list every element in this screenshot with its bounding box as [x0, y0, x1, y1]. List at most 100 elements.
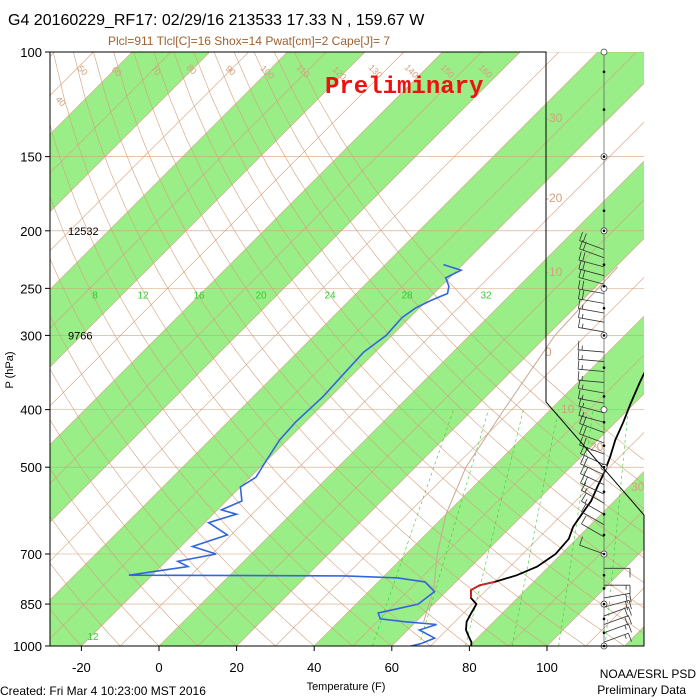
wind-barb-shaft: [578, 368, 605, 372]
isotherm-line: [430, 432, 644, 646]
wind-barb-shaft: [581, 523, 605, 538]
wind-barb-feather: [577, 360, 580, 370]
y-tick-label: 700: [20, 547, 42, 562]
wind-barb-half-feather: [581, 304, 584, 310]
isotherm-line: [50, 52, 599, 601]
wind-level-dot: [602, 334, 606, 337]
isotherm-label: 0: [545, 345, 552, 359]
isotherm-label: -30: [545, 111, 563, 125]
isotherm-line: [119, 121, 644, 646]
wind-barb-shaft: [581, 500, 605, 515]
wind-barb-shaft: [578, 398, 605, 404]
wind-barb-feather: [582, 252, 586, 262]
wind-barb-column: [577, 48, 632, 650]
isotherm-line: [50, 52, 366, 368]
isotherm-line: [197, 199, 644, 646]
mixing-ratio-label: 28: [401, 290, 413, 301]
y-tick-label: 300: [20, 328, 42, 343]
wind-barb-feather: [577, 371, 580, 381]
wind-barb-shaft: [603, 615, 629, 625]
wind-level-dot: [602, 395, 606, 398]
wind-barb: [577, 340, 605, 353]
isotherm-line: [275, 276, 644, 646]
wind-barb-half-feather: [624, 634, 627, 639]
isotherm-label: -10: [545, 265, 563, 279]
dry-adiabat-line: [73, 52, 509, 646]
isobar-lines: [50, 52, 644, 646]
wind-barb-feather: [581, 482, 587, 491]
wind-barb-feather: [578, 406, 582, 416]
wind-barb-shaft: [578, 379, 605, 383]
wind-level-dot: [602, 533, 606, 537]
wind-barb: [578, 397, 605, 414]
y-tick-label: 850: [20, 597, 42, 612]
wind-barb-feather: [581, 515, 587, 525]
isotherm-line: [469, 470, 644, 646]
height-labels: 12532 9766: [68, 226, 99, 343]
y-tick-label: 150: [20, 150, 42, 165]
wind-level-circle: [600, 48, 608, 56]
isotherm-line: [50, 52, 249, 252]
wind-barb: [581, 515, 605, 538]
wind-barb-feather: [583, 446, 589, 456]
dry-adiabat-label: 50: [76, 63, 90, 77]
y-tick-label: 400: [20, 403, 42, 418]
dry-adiabat-label: 40: [54, 94, 68, 108]
wind-barb: [604, 567, 631, 578]
wind-barb-feather: [579, 231, 584, 241]
plot-area: 81216202428321235812-30-20-1001020304050…: [0, 52, 644, 646]
mixing-ratio-line: [418, 409, 489, 646]
x-axis-label: Temperature (F): [307, 681, 386, 693]
wind-barb-feather: [582, 261, 586, 271]
wind-level-dot: [602, 108, 606, 111]
x-tick-label: 60: [385, 660, 399, 675]
wind-barb-feather: [582, 233, 587, 243]
wind-barb: [578, 260, 605, 277]
y-tick-label: 100: [20, 45, 42, 60]
wind-barb-shaft: [578, 415, 605, 423]
height-label: 12532: [68, 226, 99, 238]
isotherm-line: [0, 52, 16, 646]
height-label: 9766: [68, 330, 92, 342]
wind-barb: [603, 632, 632, 643]
wind-barb-half-feather: [581, 313, 584, 319]
dry-adiabat-line: [50, 195, 392, 646]
wind-barb: [604, 584, 631, 595]
wind-level-dot: [602, 263, 606, 266]
wind-barb: [579, 425, 605, 444]
wind-barb-shaft: [579, 240, 605, 250]
wind-barb-shaft: [578, 405, 605, 414]
wind-barb-shaft: [580, 453, 605, 465]
wind-barb: [578, 251, 605, 268]
wind-barb-feather: [580, 465, 585, 474]
y-tick-label: 500: [20, 460, 42, 475]
wind-barb-feather: [580, 455, 585, 464]
wind-barb-shaft: [578, 288, 605, 294]
isotherm-line: [50, 52, 405, 407]
isotherm-line: [50, 52, 327, 329]
wind-barb-shaft: [578, 327, 605, 333]
chart-subtitle: Plcl=911 Tlcl[C]=16 Shox=14 Pwat[cm]=2 C…: [108, 34, 390, 48]
created-footer: Created: Fri Mar 4 10:23:00 MST 2016: [0, 684, 206, 698]
isotherm-line: [50, 52, 560, 562]
isotherm-line: [50, 52, 482, 484]
isotherm-label: -20: [545, 191, 563, 205]
wind-barb-feather: [580, 474, 585, 484]
dry-adiabat-line: [50, 468, 199, 646]
wind-barb-feather: [579, 425, 584, 435]
wind-barb-shaft: [578, 277, 605, 285]
x-tick-label: 100: [536, 660, 558, 675]
wind-barb-half-feather: [581, 323, 584, 329]
wind-barb: [578, 299, 605, 314]
isotherm-lines: [0, 52, 644, 646]
wind-barb-half-feather: [581, 384, 584, 390]
wind-barb-shaft: [578, 268, 605, 277]
wind-barb-feather: [625, 594, 628, 604]
wind-level-circle: [600, 406, 608, 414]
wind-level-dot: [602, 444, 606, 447]
wind-level-dot: [602, 573, 606, 577]
dry-adiabat-line: [50, 123, 431, 646]
wind-barb-shaft: [578, 358, 605, 362]
dewpoint-trace: [128, 263, 464, 646]
wind-barb-feather: [581, 290, 585, 300]
